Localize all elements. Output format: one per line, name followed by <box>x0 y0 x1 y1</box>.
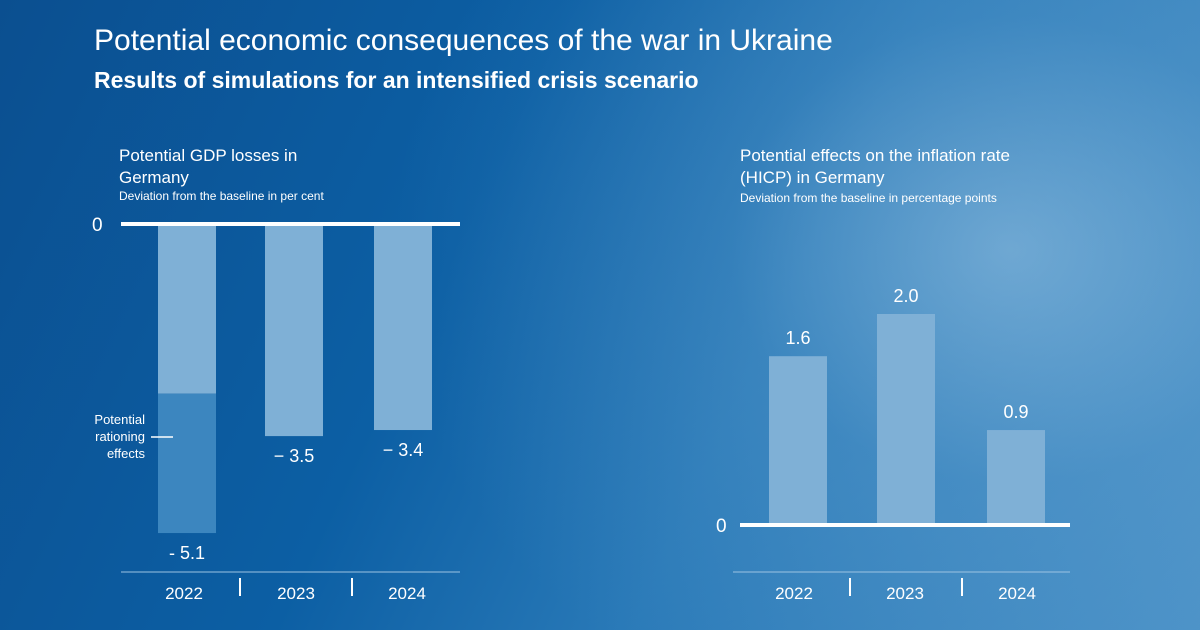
gdp-data-label-2023: − 3.5 <box>274 446 315 466</box>
inflation-bar-2023 <box>877 314 935 525</box>
page-title: Potential economic consequences of the w… <box>94 24 833 57</box>
gdp-chart-subtitle: Deviation from the baseline in per cent <box>119 189 324 203</box>
inflation-bar-2022 <box>769 356 827 525</box>
inflation-zero-label: 0 <box>716 516 727 537</box>
gdp-data-label-2022: - 5.1 <box>169 543 205 563</box>
inflation-bar-2024 <box>987 430 1045 525</box>
gdp-bar-rationing-2022 <box>158 393 216 534</box>
gdp-bar-2024 <box>374 224 432 431</box>
inflation-data-label-2024: 0.9 <box>1003 402 1028 422</box>
inflation-x-tick-2024: 2024 <box>998 584 1036 603</box>
inflation-data-label-2022: 1.6 <box>785 328 810 348</box>
gdp-chart-title: Potential GDP losses in Germany <box>119 146 298 187</box>
inflation-chart-title: Potential effects on the inflation rate … <box>740 146 1010 187</box>
gdp-x-tick-2024: 2024 <box>388 584 426 603</box>
gdp-bar-2022 <box>158 224 216 394</box>
page-subtitle: Results of simulations for an intensifie… <box>94 67 699 93</box>
inflation-chart-subtitle: Deviation from the baseline in percentag… <box>740 191 997 205</box>
gdp-x-tick-2022: 2022 <box>165 584 203 603</box>
gdp-bar-2023 <box>265 224 323 437</box>
gdp-data-label-2024: − 3.4 <box>383 440 424 460</box>
rationing-annotation: Potential rationing effects <box>94 412 145 461</box>
inflation-x-tick-2023: 2023 <box>886 584 924 603</box>
gdp-x-tick-2023: 2023 <box>277 584 315 603</box>
inflation-data-label-2023: 2.0 <box>893 286 918 306</box>
gdp-zero-label: 0 <box>92 215 103 236</box>
inflation-x-tick-2022: 2022 <box>775 584 813 603</box>
